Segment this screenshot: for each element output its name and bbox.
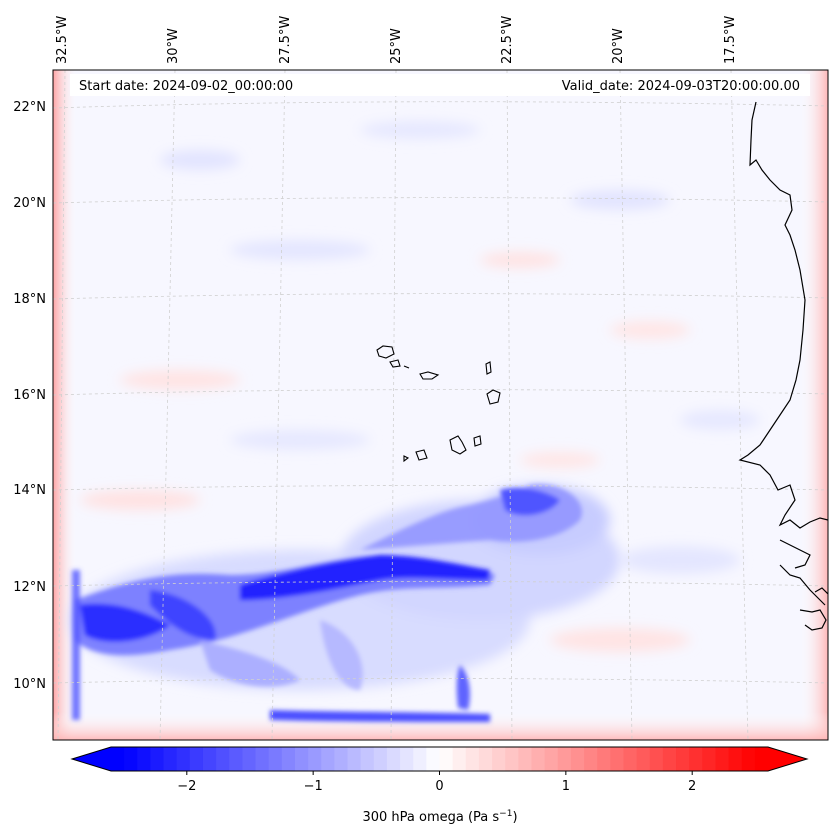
valid-date-label: Valid_date: 2024-09-03T20:00:00.00 (562, 79, 800, 94)
graticule (53, 70, 828, 740)
colorbar-outline (70, 746, 809, 772)
colorbar-cell (557, 747, 572, 771)
lon-label: 32.5°W (55, 16, 70, 64)
colorbar-cell (492, 747, 506, 771)
lon-label: 17.5°W (723, 16, 738, 64)
cabo-verde-islands (376, 345, 501, 463)
colorbar-cell (294, 747, 309, 771)
background-noise (80, 121, 760, 652)
colorbar-cell (478, 747, 493, 771)
colorbar-cell (268, 747, 283, 771)
colorbar-tick-label: 0 (435, 779, 443, 794)
convective-band (70, 484, 620, 722)
lat-label: 12°N (13, 580, 46, 595)
colorbar-cell (400, 747, 414, 771)
colorbar-cell (176, 747, 191, 771)
colorbar-cell (676, 747, 690, 771)
colorbar-cell (610, 747, 625, 771)
colorbar-cell (413, 747, 427, 771)
lon-label: 25°W (389, 28, 404, 64)
lat-label: 22°N (13, 100, 46, 115)
colorbar-cell (728, 747, 743, 771)
lon-label: 30°W (166, 28, 181, 64)
coastline (738, 101, 828, 631)
colorbar: −2 −1 0 1 2 300 hPa omega (Pa s−1) (70, 746, 809, 825)
colorbar-cell (570, 747, 585, 771)
colorbar-cell (124, 747, 138, 771)
colorbar-cell (255, 747, 270, 771)
colorbar-cell (281, 747, 296, 771)
colorbar-cell (216, 747, 230, 771)
colorbar-cell (386, 747, 401, 771)
lat-label: 20°N (13, 196, 46, 211)
colorbar-cell (150, 747, 165, 771)
colorbar-extend-max (768, 747, 807, 771)
colorbar-cell (334, 747, 349, 771)
lon-label: 27.5°W (278, 16, 293, 64)
colorbar-ticks: −2 −1 0 1 2 (177, 771, 696, 794)
colorbar-cell (347, 747, 362, 771)
edge-right-red (800, 70, 828, 740)
colorbar-cell (715, 747, 730, 771)
colorbar-cell (518, 747, 533, 771)
colorbar-cell (465, 747, 480, 771)
colorbar-cell (242, 747, 257, 771)
colorbar-cell (649, 747, 664, 771)
colorbar-cell (360, 747, 375, 771)
lat-label: 16°N (13, 388, 46, 403)
colorbar-cell (636, 747, 651, 771)
omega-field-map (53, 70, 828, 740)
start-date-label: Start date: 2024-09-02_00:00:00 (79, 79, 293, 94)
colorbar-cell (452, 747, 467, 771)
colorbar-cell (505, 747, 519, 771)
colorbar-cell (623, 747, 638, 771)
lat-label: 14°N (13, 483, 46, 498)
colorbar-cell (202, 747, 217, 771)
colorbar-cell (754, 747, 769, 771)
lon-label: 22.5°W (500, 16, 515, 64)
colorbar-tick-label: 2 (688, 779, 696, 794)
colorbar-cell (584, 747, 598, 771)
colorbar-cell (229, 747, 243, 771)
colorbar-tick-label: 1 (562, 779, 570, 794)
lat-label: 10°N (13, 677, 46, 692)
colorbar-cell (741, 747, 756, 771)
colorbar-cell (531, 747, 546, 771)
lat-label: 18°N (13, 292, 46, 307)
lon-label: 20°W (611, 28, 626, 64)
colorbar-cell (662, 747, 677, 771)
colorbar-cell (308, 747, 322, 771)
colorbar-label: 300 hPa omega (Pa s−1) (362, 809, 517, 825)
colorbar-tick-label: −1 (304, 779, 323, 794)
header-strip (70, 74, 810, 96)
colorbar-cell (439, 747, 454, 771)
colorbar-cell (111, 747, 125, 771)
colorbar-cell (689, 747, 703, 771)
colorbar-cell (189, 747, 204, 771)
colorbar-cell (373, 747, 388, 771)
latitude-labels: 22°N 20°N 18°N 16°N 14°N 12°N 10°N (13, 100, 46, 692)
colorbar-cell (321, 747, 335, 771)
colorbar-cell (597, 747, 611, 771)
colorbar-cell (137, 747, 152, 771)
colorbar-extend-min (72, 747, 111, 771)
colorbar-cell (702, 747, 717, 771)
colorbar-cells (111, 747, 769, 771)
colorbar-cell (426, 747, 441, 771)
longitude-labels: 32.5°W 30°W 27.5°W 25°W 22.5°W 20°W 17.5… (55, 16, 738, 64)
colorbar-cell (544, 747, 559, 771)
map-frame (52, 69, 829, 741)
colorbar-cell (163, 747, 178, 771)
colorbar-tick-label: −2 (177, 779, 196, 794)
